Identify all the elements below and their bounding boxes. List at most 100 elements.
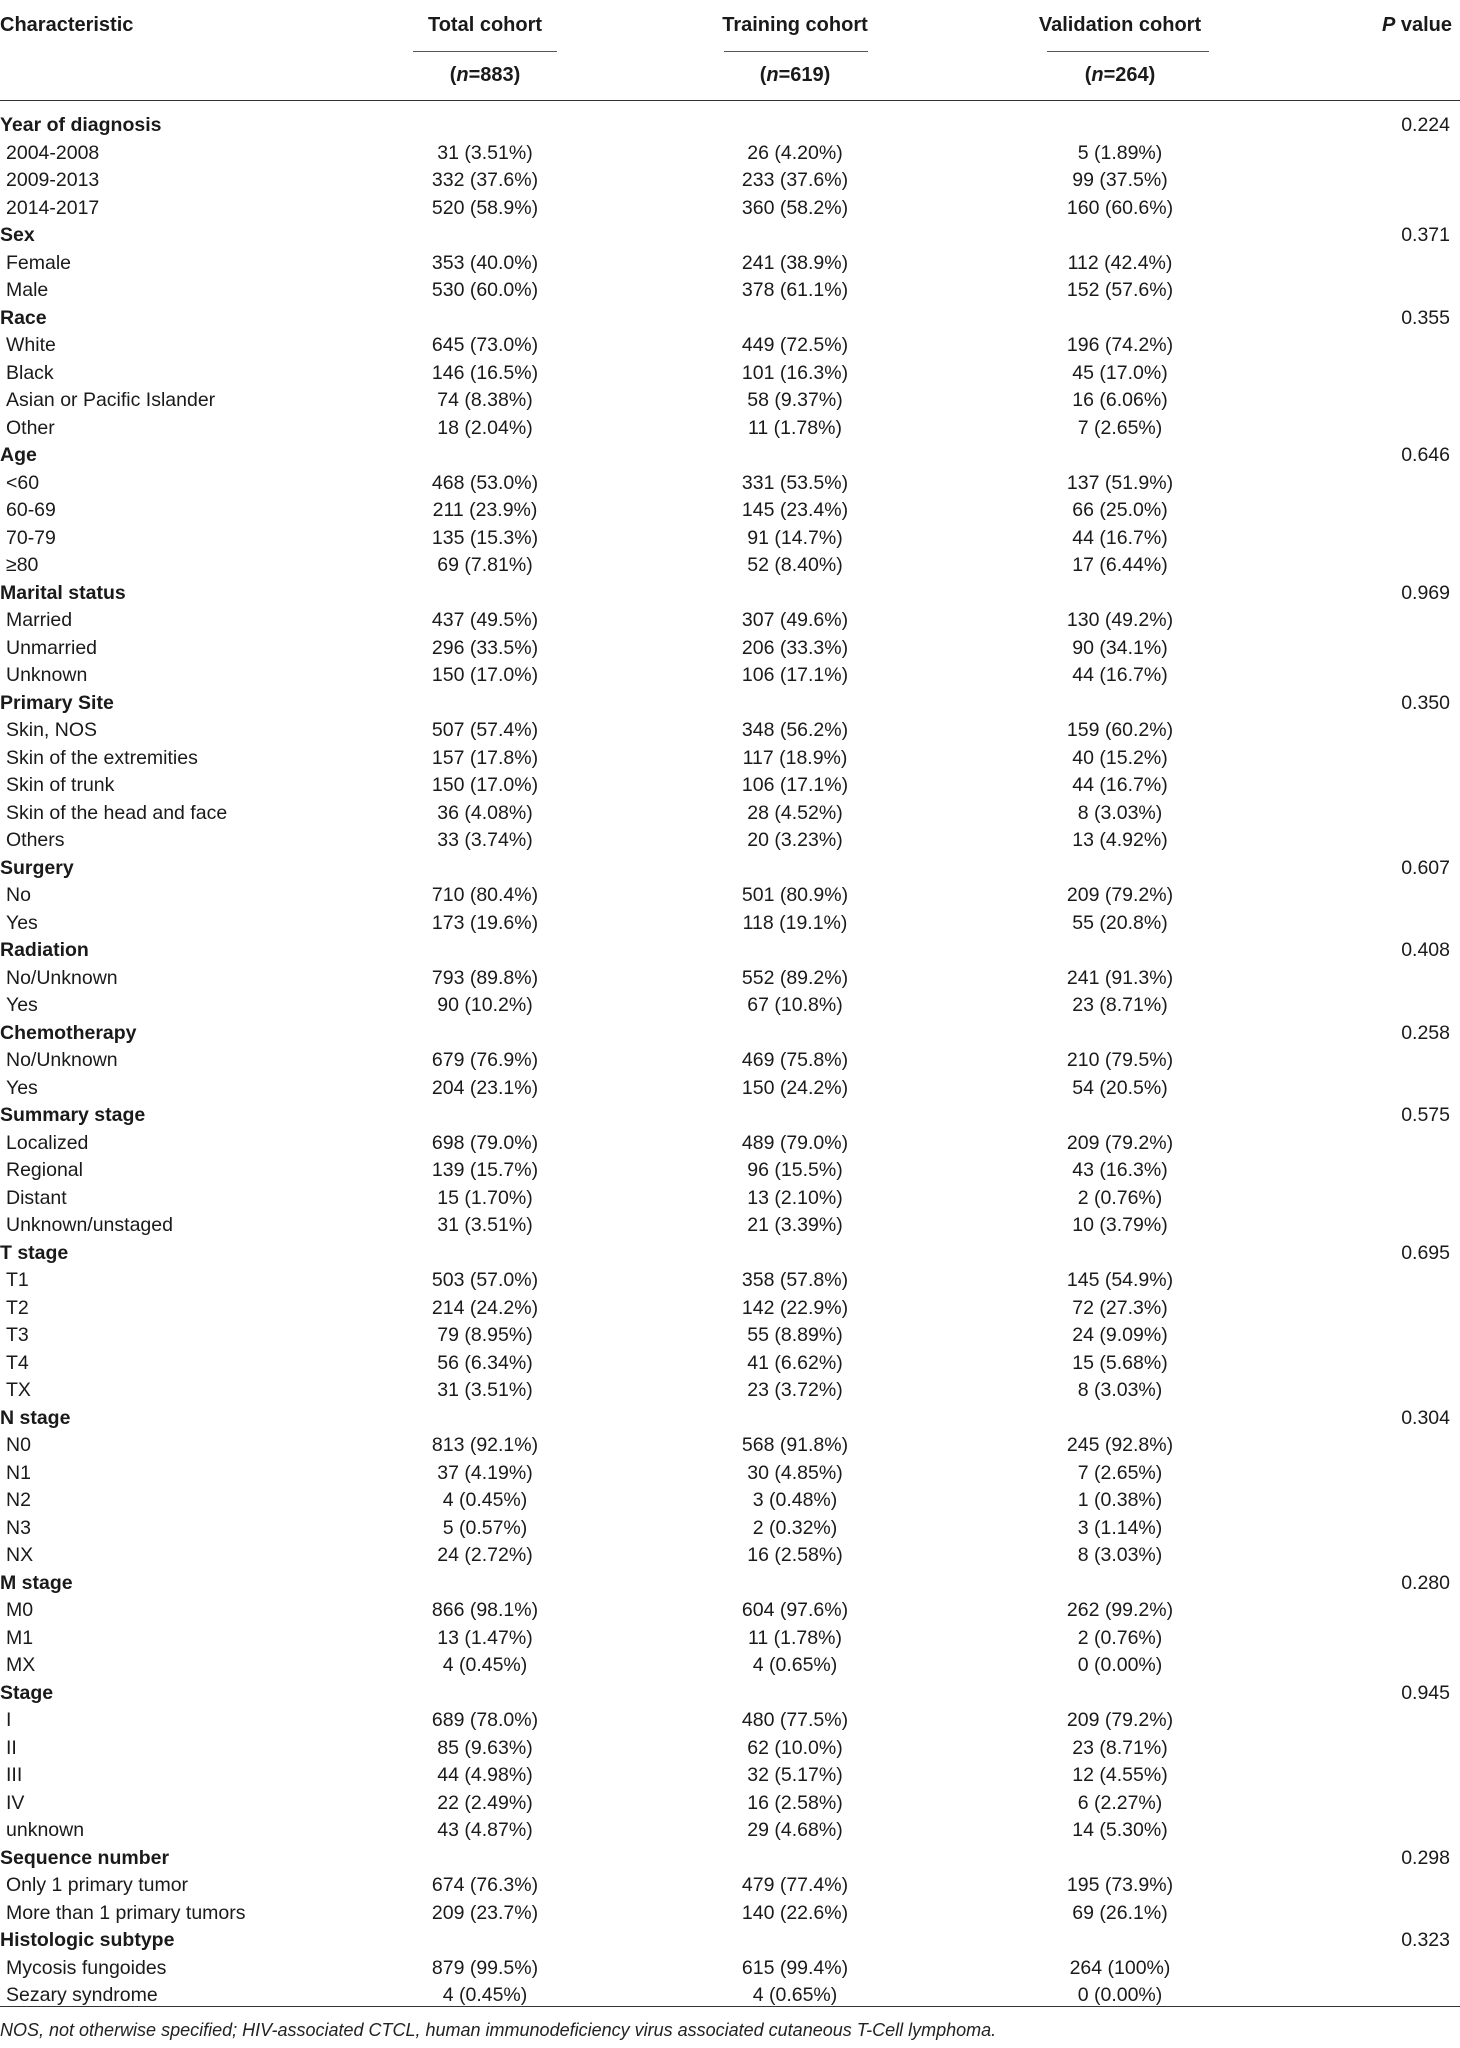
header-validation-cohort: Validation cohort <box>1038 14 1202 36</box>
total-cohort-cell: 69 (7.81%) <box>437 554 533 576</box>
row-label: Yes <box>6 994 38 1016</box>
row-label: More than 1 primary tumors <box>6 1901 246 1924</box>
training-cohort-cell: 13 (2.10%) <box>747 1186 843 1209</box>
table-row: <60 468 (53.0%) 331 (53.5%) 137 (51.9%) <box>0 470 1460 498</box>
row-label: Mycosis fungoides <box>6 1956 167 1979</box>
training-cohort-cell: 142 (22.9%) <box>741 1296 849 1319</box>
row-label: Radiation <box>0 939 89 961</box>
row-label: Regional <box>6 1159 83 1181</box>
row-label: ≥80 <box>6 554 39 576</box>
row-label: Summary stage <box>0 1104 146 1126</box>
validation-cohort-cell: 159 (60.2%) <box>1066 719 1174 741</box>
total-cohort-cell: 31 (3.51%) <box>437 1379 533 1401</box>
training-cohort-cell: 568 (91.8%) <box>741 1434 849 1456</box>
training-cohort-cell: 58 (9.37%) <box>747 389 843 411</box>
table-group-row: T stage 0.695 <box>0 1240 1460 1268</box>
training-cohort-cell: 28 (4.52%) <box>747 801 843 824</box>
row-label: Skin of the head and face <box>6 801 228 824</box>
training-cohort-cell: 106 (17.1%) <box>741 664 849 686</box>
table-row: Skin of the head and face 36 (4.08%) 28 (4… <box>0 800 1460 828</box>
training-cohort-cell: 360 (58.2%) <box>741 196 849 219</box>
table-header: Characteristic Total cohort Training coh… <box>0 0 1460 110</box>
row-label: Marital status <box>0 581 126 604</box>
row-label: N0 <box>6 1434 31 1456</box>
row-label: <60 <box>6 471 40 494</box>
table-row: T1 503 (57.0%) 358 (57.8%) 145 (54.9%) <box>0 1267 1460 1295</box>
validation-cohort-cell: 241 (91.3%) <box>1066 966 1174 989</box>
total-cohort-cell: 33 (3.74%) <box>437 829 533 851</box>
validation-cohort-cell: 209 (79.2%) <box>1066 1709 1174 1731</box>
validation-cohort-cell: 17 (6.44%) <box>1072 554 1168 576</box>
training-cohort-cell: 241 (38.9%) <box>741 251 849 274</box>
total-cohort-cell: 698 (79.0%) <box>431 1131 539 1154</box>
training-cohort-cell: 32 (5.17%) <box>747 1764 843 1786</box>
table-row: T3 79 (8.95%) 55 (8.89%) 24 (9.09%) <box>0 1322 1460 1350</box>
total-cohort-cell: 24 (2.72%) <box>437 1544 533 1566</box>
row-label: II <box>6 1736 17 1759</box>
validation-cohort-cell: 8 (3.03%) <box>1077 1379 1163 1401</box>
row-label: 60-69 <box>6 499 56 521</box>
total-cohort-cell: 813 (92.1%) <box>431 1434 539 1456</box>
total-cohort-cell: 204 (23.1%) <box>431 1076 539 1099</box>
row-label: Only 1 primary tumor <box>6 1874 189 1896</box>
validation-cohort-cell: 15 (5.68%) <box>1072 1351 1168 1374</box>
row-label: TX <box>6 1379 31 1401</box>
validation-cohort-cell: 137 (51.9%) <box>1066 471 1174 494</box>
validation-cohort-cell: 0 (0.00%) <box>1077 1984 1163 2006</box>
p-value-cell: 0.258 <box>1401 1021 1450 1044</box>
training-cohort-cell: 4 (0.65%) <box>752 1984 838 2006</box>
row-label: Sequence number <box>0 1846 170 1869</box>
total-cohort-cell: 22 (2.49%) <box>437 1791 533 1814</box>
row-label: MX <box>6 1654 36 1676</box>
header-rule-training <box>724 51 868 52</box>
row-label: Skin, NOS <box>6 719 98 741</box>
validation-cohort-cell: 8 (3.03%) <box>1077 1544 1163 1566</box>
header-p-symbol: P <box>1381 14 1396 36</box>
total-cohort-cell: 4 (0.45%) <box>442 1654 528 1676</box>
total-cohort-cell: 879 (99.5%) <box>431 1956 539 1979</box>
total-cohort-cell: 90 (10.2%) <box>437 994 533 1016</box>
validation-cohort-cell: 7 (2.65%) <box>1077 416 1163 439</box>
training-cohort-cell: 3 (0.48%) <box>752 1489 838 1511</box>
p-value-cell: 0.646 <box>1401 444 1450 466</box>
training-cohort-cell: 469 (75.8%) <box>741 1049 849 1071</box>
table-row: ≥80 69 (7.81%) 52 (8.40%) 17 (6.44%) <box>0 552 1460 580</box>
row-label: Skin of the extremities <box>6 746 198 769</box>
table-row: N2 4 (0.45%) 3 (0.48%) 1 (0.38%) <box>0 1487 1460 1515</box>
training-cohort-cell: 501 (80.9%) <box>741 884 849 906</box>
training-cohort-cell: 150 (24.2%) <box>741 1076 849 1099</box>
total-cohort-cell: 645 (73.0%) <box>431 334 539 356</box>
training-cohort-cell: 552 (89.2%) <box>741 966 849 989</box>
table-group-row: M stage 0.280 <box>0 1570 1460 1598</box>
validation-cohort-cell: 72 (27.3%) <box>1072 1296 1168 1319</box>
table-row: Unknown/unstaged 31 (3.51%) 21 (3.39%) 10 (… <box>0 1212 1460 1240</box>
total-cohort-cell: 209 (23.7%) <box>431 1901 539 1924</box>
validation-cohort-cell: 12 (4.55%) <box>1072 1764 1168 1786</box>
training-cohort-cell: 145 (23.4%) <box>741 499 849 521</box>
total-cohort-cell: 44 (4.98%) <box>437 1764 533 1786</box>
validation-cohort-cell: 245 (92.8%) <box>1066 1434 1174 1456</box>
row-label: NX <box>6 1544 34 1566</box>
p-value-cell: 0.695 <box>1401 1241 1450 1264</box>
header-p-value: P value <box>1382 14 1452 37</box>
training-cohort-cell: 117 (18.9%) <box>742 746 848 769</box>
table-row: N0 813 (92.1%) 568 (91.8%) 245 (92.8%) <box>0 1432 1460 1460</box>
total-cohort-cell: 79 (8.95%) <box>437 1324 533 1346</box>
validation-cohort-cell: 10 (3.79%) <box>1072 1214 1168 1236</box>
table-group-row: Summary stage 0.575 <box>0 1102 1460 1130</box>
n-validation: (n=264) <box>1084 64 1156 86</box>
table-group-row: Histologic subtype 0.323 <box>0 1927 1460 1955</box>
validation-cohort-cell: 210 (79.5%) <box>1066 1049 1174 1071</box>
validation-cohort-cell: 160 (60.6%) <box>1066 196 1174 219</box>
table-row: 60-69 211 (23.9%) 145 (23.4%) 66 (25.0%) <box>0 497 1460 525</box>
validation-cohort-cell: 44 (16.7%) <box>1072 774 1168 796</box>
total-cohort-cell: 37 (4.19%) <box>437 1461 533 1484</box>
training-cohort-cell: 91 (14.7%) <box>747 526 843 549</box>
table-row: Distant 15 (1.70%) 13 (2.10%) 2 (0.76%) <box>0 1185 1460 1213</box>
total-cohort-cell: 146 (16.5%) <box>431 361 539 384</box>
total-cohort-cell: 36 (4.08%) <box>437 801 533 824</box>
table-group-row: Sequence number 0.298 <box>0 1845 1460 1873</box>
row-label: Stage <box>0 1681 54 1704</box>
validation-cohort-cell: 145 (54.9%) <box>1066 1269 1174 1291</box>
table-row: Male 530 (60.0%) 378 (61.1%) 152 (57.6%) <box>0 277 1460 305</box>
